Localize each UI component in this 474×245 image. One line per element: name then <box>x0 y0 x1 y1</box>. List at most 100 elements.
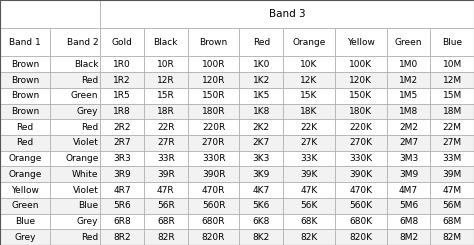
Bar <box>430 135 474 151</box>
Bar <box>239 104 283 119</box>
Text: 39K: 39K <box>301 170 318 179</box>
Text: Red: Red <box>81 75 99 85</box>
Bar <box>100 135 144 151</box>
Bar <box>188 56 239 72</box>
Text: 6K8: 6K8 <box>253 217 270 226</box>
Bar <box>0 0 100 28</box>
Bar <box>144 104 188 119</box>
Text: 1R2: 1R2 <box>113 75 131 85</box>
Bar <box>335 88 387 104</box>
Bar <box>430 166 474 182</box>
Text: 330R: 330R <box>202 154 225 163</box>
Bar <box>283 151 335 166</box>
Bar <box>387 229 430 245</box>
Bar <box>283 182 335 198</box>
Text: 1R0: 1R0 <box>113 60 131 69</box>
Text: 27M: 27M <box>443 138 462 147</box>
Bar <box>335 104 387 119</box>
Text: 68R: 68R <box>157 217 175 226</box>
Bar <box>100 119 144 135</box>
Text: Black: Black <box>74 60 99 69</box>
Bar <box>188 72 239 88</box>
Text: Orange: Orange <box>65 154 99 163</box>
Text: 150K: 150K <box>349 91 373 100</box>
Text: 15K: 15K <box>301 91 318 100</box>
Bar <box>387 182 430 198</box>
Bar <box>100 88 144 104</box>
Bar <box>50 119 100 135</box>
Text: 82R: 82R <box>157 233 174 242</box>
Text: 4K7: 4K7 <box>253 185 270 195</box>
Text: 1M2: 1M2 <box>399 75 418 85</box>
Bar <box>283 28 335 56</box>
Bar <box>283 104 335 119</box>
Bar <box>0 135 50 151</box>
Text: Band 1: Band 1 <box>9 38 41 47</box>
Text: 39R: 39R <box>157 170 175 179</box>
Text: 2R2: 2R2 <box>113 123 131 132</box>
Text: Brown: Brown <box>200 38 228 47</box>
Bar <box>0 198 50 214</box>
Text: 15R: 15R <box>157 91 175 100</box>
Text: 8K2: 8K2 <box>253 233 270 242</box>
Text: Grey: Grey <box>77 217 99 226</box>
Bar <box>50 28 100 56</box>
Text: Green: Green <box>71 91 99 100</box>
Bar <box>50 135 100 151</box>
Text: Orange: Orange <box>9 154 42 163</box>
Bar <box>239 198 283 214</box>
Bar <box>100 182 144 198</box>
Text: 470R: 470R <box>202 185 225 195</box>
Text: 2R7: 2R7 <box>113 138 131 147</box>
Bar <box>335 56 387 72</box>
Text: 150R: 150R <box>202 91 225 100</box>
Text: Black: Black <box>154 38 178 47</box>
Bar <box>188 88 239 104</box>
Text: Grey: Grey <box>77 107 99 116</box>
Bar <box>387 135 430 151</box>
Text: 5R6: 5R6 <box>113 201 131 210</box>
Bar <box>50 198 100 214</box>
Text: 22R: 22R <box>157 123 174 132</box>
Text: Grey: Grey <box>14 233 36 242</box>
Bar <box>100 0 474 28</box>
Text: 82K: 82K <box>301 233 318 242</box>
Bar <box>283 88 335 104</box>
Bar <box>335 28 387 56</box>
Bar <box>144 166 188 182</box>
Bar <box>0 119 50 135</box>
Text: Blue: Blue <box>442 38 462 47</box>
Bar <box>430 28 474 56</box>
Text: 39M: 39M <box>443 170 462 179</box>
Text: 12K: 12K <box>301 75 318 85</box>
Bar <box>239 166 283 182</box>
Bar <box>144 198 188 214</box>
Bar <box>430 88 474 104</box>
Text: 1K2: 1K2 <box>253 75 270 85</box>
Text: 270R: 270R <box>202 138 225 147</box>
Bar <box>100 28 144 56</box>
Text: 1K0: 1K0 <box>253 60 270 69</box>
Bar <box>239 119 283 135</box>
Bar <box>335 72 387 88</box>
Bar <box>144 135 188 151</box>
Text: 2K7: 2K7 <box>253 138 270 147</box>
Text: 1M8: 1M8 <box>399 107 418 116</box>
Bar <box>387 166 430 182</box>
Bar <box>144 229 188 245</box>
Bar <box>0 28 50 56</box>
Text: White: White <box>72 170 99 179</box>
Bar <box>188 182 239 198</box>
Bar <box>335 214 387 229</box>
Text: 68K: 68K <box>301 217 318 226</box>
Bar <box>50 88 100 104</box>
Text: Band 3: Band 3 <box>269 9 306 19</box>
Bar <box>50 229 100 245</box>
Bar <box>188 119 239 135</box>
Text: Brown: Brown <box>11 91 39 100</box>
Bar <box>50 56 100 72</box>
Text: 33R: 33R <box>157 154 175 163</box>
Bar <box>430 72 474 88</box>
Bar <box>430 229 474 245</box>
Text: 68M: 68M <box>443 217 462 226</box>
